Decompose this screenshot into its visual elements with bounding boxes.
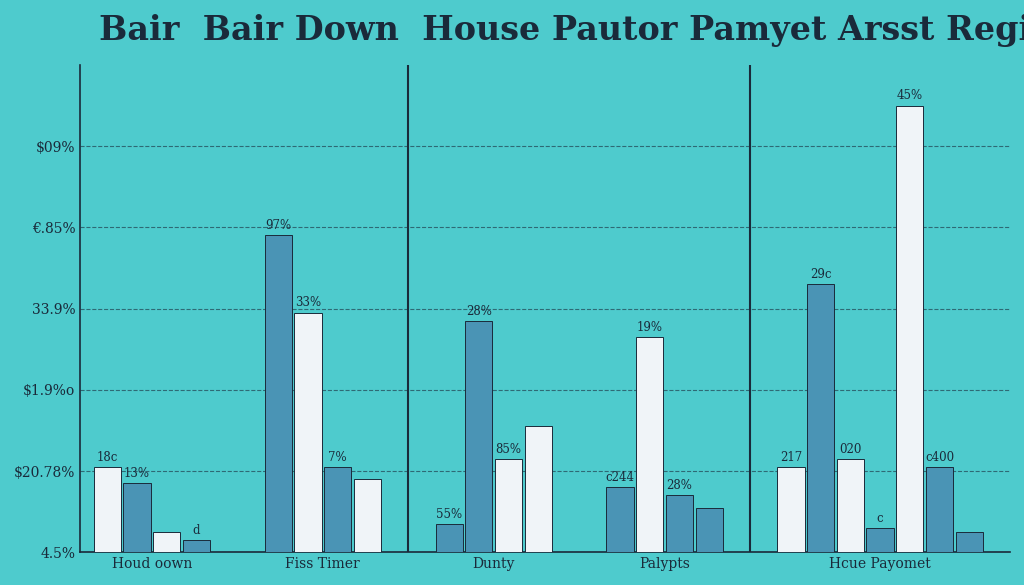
- Text: 28%: 28%: [466, 305, 492, 318]
- Bar: [183, 540, 210, 552]
- Text: 45%: 45%: [897, 90, 923, 102]
- Bar: [354, 479, 381, 552]
- Bar: [264, 236, 292, 552]
- Bar: [435, 524, 463, 552]
- Text: Bair  Bair Down  House Pautor Pamyet Arsst Regions: Bair Bair Down House Pautor Pamyet Arsst…: [98, 14, 1024, 47]
- Bar: [666, 495, 693, 552]
- Text: 020: 020: [840, 443, 861, 456]
- Text: 217: 217: [780, 450, 802, 464]
- Bar: [955, 532, 983, 552]
- Bar: [777, 467, 805, 552]
- Bar: [837, 459, 864, 552]
- Bar: [636, 337, 664, 552]
- Bar: [695, 508, 723, 552]
- Text: 28%: 28%: [667, 479, 692, 492]
- Bar: [866, 528, 894, 552]
- Text: 18c: 18c: [96, 450, 118, 464]
- Bar: [324, 467, 351, 552]
- Bar: [926, 467, 953, 552]
- Bar: [896, 105, 924, 552]
- Bar: [807, 284, 835, 552]
- Bar: [606, 487, 634, 552]
- Text: 7%: 7%: [329, 450, 347, 464]
- Text: c: c: [877, 512, 884, 525]
- Text: c400: c400: [925, 450, 954, 464]
- Text: d: d: [193, 524, 201, 537]
- Bar: [94, 467, 121, 552]
- Bar: [465, 321, 493, 552]
- Text: 97%: 97%: [265, 219, 291, 232]
- Bar: [154, 532, 180, 552]
- Text: 13%: 13%: [124, 467, 151, 480]
- Text: 85%: 85%: [496, 443, 521, 456]
- Bar: [495, 459, 522, 552]
- Text: 55%: 55%: [436, 508, 462, 521]
- Text: 29c: 29c: [810, 268, 831, 281]
- Text: 19%: 19%: [637, 321, 663, 334]
- Bar: [524, 426, 552, 552]
- Bar: [124, 483, 151, 552]
- Bar: [294, 312, 322, 552]
- Text: c244: c244: [605, 471, 635, 484]
- Text: 33%: 33%: [295, 297, 322, 309]
